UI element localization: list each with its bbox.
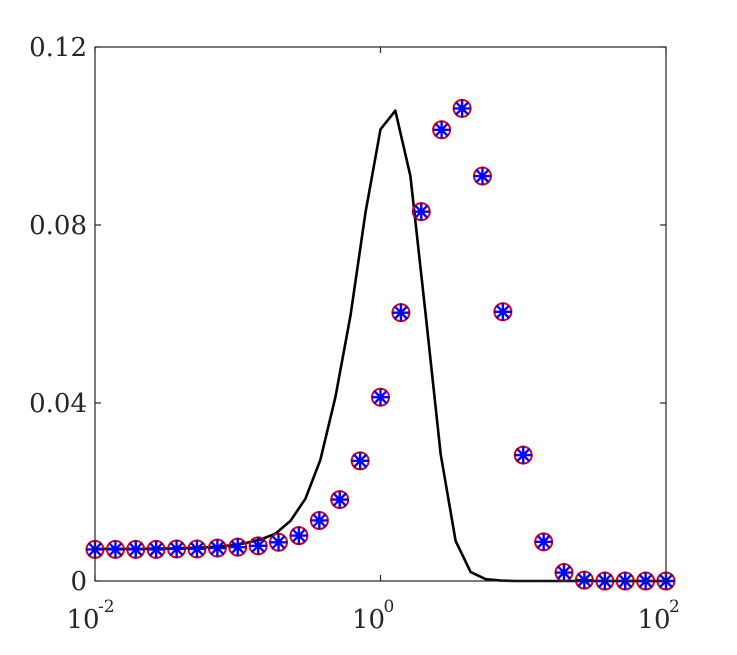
data-point-asterisk (106, 540, 125, 559)
data-point-asterisk (126, 540, 145, 559)
data-point-asterisk (310, 511, 329, 530)
x-tick-label: 10 (637, 605, 670, 635)
data-point-asterisk (187, 539, 207, 559)
data-point-asterisk (228, 537, 247, 557)
data-point-asterisk (371, 388, 390, 407)
data-point-asterisk (330, 490, 349, 509)
data-point-asterisk (391, 303, 411, 322)
data-point-asterisk (432, 120, 451, 139)
data-point-asterisk (269, 533, 288, 552)
data-point-asterisk (350, 451, 370, 471)
x-tick-label: 10 (352, 605, 385, 635)
data-point-asterisk (146, 540, 166, 559)
data-point-asterisk (493, 302, 513, 321)
y-tick-label: 0.04 (29, 389, 87, 419)
data-point-asterisk (473, 166, 492, 186)
data-point-asterisk (554, 563, 574, 582)
y-tick-label: 0.12 (29, 33, 87, 63)
data-point-asterisk (514, 445, 533, 465)
x-tick-exponent: 2 (669, 597, 680, 617)
x-tick-exponent: 0 (384, 597, 395, 617)
data-point-asterisk (534, 532, 553, 552)
data-point-asterisk (208, 538, 227, 558)
data-point-asterisk (289, 526, 309, 545)
data-point-asterisk (248, 536, 268, 556)
data-point-asterisk (452, 99, 472, 118)
plot-area (95, 47, 666, 581)
data-point-asterisk (412, 202, 431, 221)
x-tick-label: 10 (66, 605, 99, 635)
data-point-asterisk (575, 570, 594, 590)
y-tick-label: 0.08 (29, 211, 87, 241)
y-tick-label: 0 (70, 567, 87, 597)
data-point-asterisk (167, 539, 186, 559)
x-tick-exponent: -2 (98, 597, 115, 617)
